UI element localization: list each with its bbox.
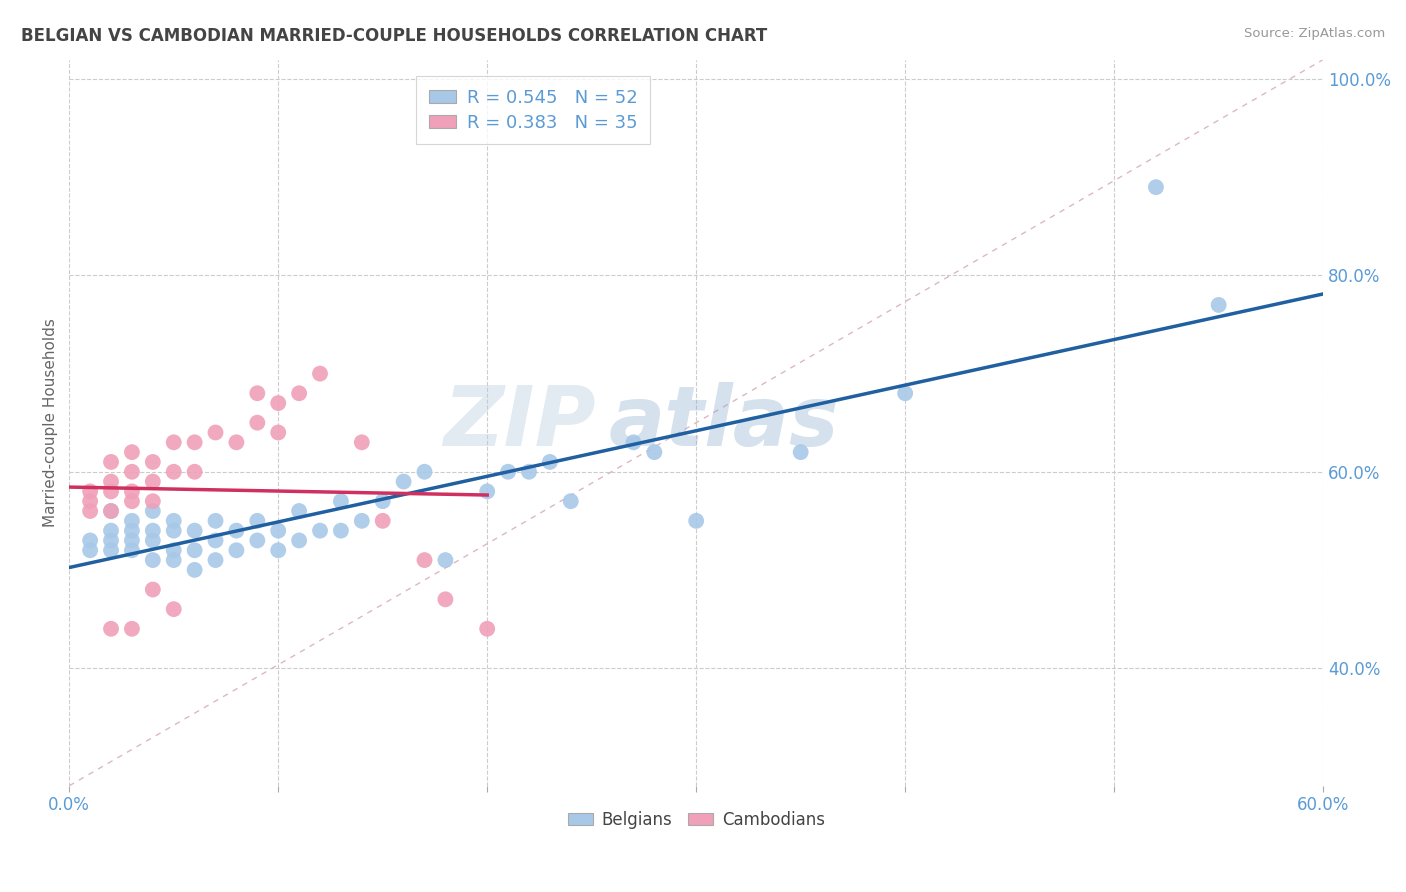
- Point: [121, 524, 143, 538]
- Point: [163, 602, 186, 616]
- Point: [246, 416, 269, 430]
- Point: [477, 484, 499, 499]
- Point: [288, 533, 311, 548]
- Text: Source: ZipAtlas.com: Source: ZipAtlas.com: [1244, 27, 1385, 40]
- Legend: Belgians, Cambodians: Belgians, Cambodians: [561, 805, 831, 836]
- Point: [1208, 298, 1230, 312]
- Point: [100, 543, 122, 558]
- Point: [267, 396, 290, 410]
- Point: [142, 494, 165, 508]
- Point: [392, 475, 415, 489]
- Point: [267, 543, 290, 558]
- Point: [142, 504, 165, 518]
- Point: [225, 524, 247, 538]
- Point: [371, 494, 394, 508]
- Point: [434, 553, 457, 567]
- Point: [100, 475, 122, 489]
- Point: [100, 533, 122, 548]
- Point: [204, 514, 226, 528]
- Point: [246, 514, 269, 528]
- Point: [121, 622, 143, 636]
- Point: [142, 533, 165, 548]
- Point: [163, 553, 186, 567]
- Point: [183, 435, 205, 450]
- Point: [79, 543, 101, 558]
- Point: [183, 543, 205, 558]
- Point: [496, 465, 519, 479]
- Y-axis label: Married-couple Households: Married-couple Households: [44, 318, 58, 527]
- Point: [100, 484, 122, 499]
- Text: BELGIAN VS CAMBODIAN MARRIED-COUPLE HOUSEHOLDS CORRELATION CHART: BELGIAN VS CAMBODIAN MARRIED-COUPLE HOUS…: [21, 27, 768, 45]
- Point: [142, 475, 165, 489]
- Point: [163, 435, 186, 450]
- Point: [434, 592, 457, 607]
- Point: [413, 465, 436, 479]
- Point: [163, 465, 186, 479]
- Point: [163, 543, 186, 558]
- Point: [163, 524, 186, 538]
- Point: [142, 524, 165, 538]
- Point: [329, 524, 352, 538]
- Point: [79, 494, 101, 508]
- Point: [225, 543, 247, 558]
- Point: [246, 386, 269, 401]
- Text: ZIP: ZIP: [443, 382, 596, 463]
- Point: [121, 494, 143, 508]
- Point: [183, 465, 205, 479]
- Point: [79, 484, 101, 499]
- Point: [560, 494, 582, 508]
- Point: [204, 425, 226, 440]
- Text: atlas: atlas: [609, 382, 839, 463]
- Point: [267, 425, 290, 440]
- Point: [288, 504, 311, 518]
- Point: [183, 563, 205, 577]
- Point: [894, 386, 917, 401]
- Point: [142, 582, 165, 597]
- Point: [350, 514, 373, 528]
- Point: [100, 504, 122, 518]
- Point: [100, 524, 122, 538]
- Point: [79, 504, 101, 518]
- Point: [309, 524, 332, 538]
- Point: [685, 514, 707, 528]
- Point: [371, 514, 394, 528]
- Point: [623, 435, 645, 450]
- Point: [225, 435, 247, 450]
- Point: [121, 514, 143, 528]
- Point: [204, 553, 226, 567]
- Point: [246, 533, 269, 548]
- Point: [477, 622, 499, 636]
- Point: [142, 553, 165, 567]
- Point: [100, 504, 122, 518]
- Point: [142, 455, 165, 469]
- Point: [517, 465, 540, 479]
- Point: [121, 445, 143, 459]
- Point: [100, 622, 122, 636]
- Point: [79, 533, 101, 548]
- Point: [288, 386, 311, 401]
- Point: [789, 445, 811, 459]
- Point: [267, 524, 290, 538]
- Point: [121, 543, 143, 558]
- Point: [538, 455, 561, 469]
- Point: [121, 465, 143, 479]
- Point: [329, 494, 352, 508]
- Point: [204, 533, 226, 548]
- Point: [163, 514, 186, 528]
- Point: [1144, 180, 1167, 194]
- Point: [183, 524, 205, 538]
- Point: [121, 484, 143, 499]
- Point: [413, 553, 436, 567]
- Point: [643, 445, 665, 459]
- Point: [309, 367, 332, 381]
- Point: [100, 455, 122, 469]
- Point: [350, 435, 373, 450]
- Point: [121, 533, 143, 548]
